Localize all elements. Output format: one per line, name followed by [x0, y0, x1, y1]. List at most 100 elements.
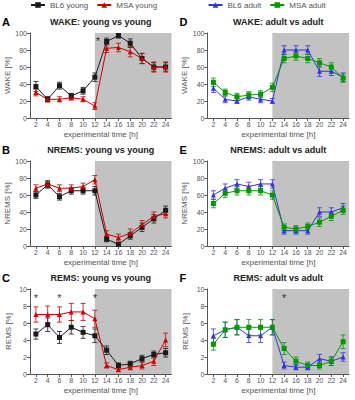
- svg-text:2: 2: [211, 121, 215, 128]
- svg-text:4: 4: [201, 337, 205, 344]
- svg-text:24: 24: [162, 249, 170, 256]
- svg-text:0: 0: [23, 243, 27, 250]
- svg-text:10: 10: [257, 377, 265, 384]
- svg-text:20: 20: [138, 121, 146, 128]
- svg-text:18: 18: [126, 121, 134, 128]
- svg-text:100: 100: [193, 30, 205, 37]
- svg-text:10: 10: [19, 286, 27, 293]
- svg-text:14: 14: [280, 121, 288, 128]
- svg-text:REMS: adult vs adult: REMS: adult vs adult: [233, 273, 323, 283]
- svg-text:experimental time [h]: experimental time [h]: [241, 130, 315, 139]
- svg-text:16: 16: [115, 249, 123, 256]
- svg-text:*: *: [282, 292, 287, 304]
- svg-text:REMS [%]: REMS [%]: [4, 313, 13, 350]
- svg-text:14: 14: [280, 249, 288, 256]
- svg-text:60: 60: [197, 64, 205, 71]
- svg-text:14: 14: [103, 121, 111, 128]
- svg-text:8: 8: [247, 121, 251, 128]
- svg-text:2: 2: [34, 377, 38, 384]
- svg-text:18: 18: [126, 377, 134, 384]
- svg-text:24: 24: [339, 377, 347, 384]
- svg-text:D: D: [180, 16, 188, 28]
- svg-text:6: 6: [235, 121, 239, 128]
- svg-text:experimental time [h]: experimental time [h]: [64, 386, 138, 395]
- svg-text:6: 6: [201, 320, 205, 327]
- svg-text:100: 100: [193, 158, 205, 165]
- svg-text:18: 18: [304, 377, 312, 384]
- svg-text:NREMS [%]: NREMS [%]: [180, 182, 189, 225]
- svg-text:16: 16: [292, 121, 300, 128]
- svg-text:22: 22: [327, 121, 335, 128]
- svg-text:20: 20: [316, 249, 324, 256]
- svg-text:24: 24: [339, 121, 347, 128]
- svg-text:4: 4: [223, 249, 227, 256]
- svg-text:A: A: [2, 16, 10, 28]
- svg-text:18: 18: [304, 121, 312, 128]
- svg-text:20: 20: [19, 226, 27, 233]
- svg-text:2: 2: [34, 121, 38, 128]
- svg-text:10: 10: [257, 121, 265, 128]
- svg-text:12: 12: [91, 249, 99, 256]
- svg-text:10: 10: [79, 121, 87, 128]
- svg-text:0: 0: [23, 371, 27, 378]
- svg-text:40: 40: [197, 81, 205, 88]
- svg-text:BL6 adult: BL6 adult: [228, 1, 263, 10]
- svg-text:WAKE: adult vs adult: WAKE: adult vs adult: [233, 17, 324, 27]
- svg-text:80: 80: [197, 47, 205, 54]
- svg-text:20: 20: [316, 377, 324, 384]
- svg-text:100: 100: [15, 30, 27, 37]
- svg-text:12: 12: [268, 121, 276, 128]
- svg-text:F: F: [180, 272, 187, 284]
- svg-text:40: 40: [19, 81, 27, 88]
- svg-text:18: 18: [126, 249, 134, 256]
- svg-text:B: B: [2, 144, 10, 156]
- svg-text:8: 8: [201, 303, 205, 310]
- svg-text:80: 80: [19, 47, 27, 54]
- svg-text:20: 20: [19, 98, 27, 105]
- svg-text:6: 6: [235, 377, 239, 384]
- svg-text:80: 80: [19, 175, 27, 182]
- svg-text:16: 16: [115, 121, 123, 128]
- svg-text:8: 8: [69, 249, 73, 256]
- svg-text:*: *: [34, 292, 39, 304]
- svg-text:experimental time [h]: experimental time [h]: [241, 258, 315, 267]
- svg-text:4: 4: [46, 249, 50, 256]
- svg-text:22: 22: [150, 377, 158, 384]
- svg-text:4: 4: [223, 377, 227, 384]
- svg-text:20: 20: [197, 98, 205, 105]
- svg-text:8: 8: [247, 377, 251, 384]
- svg-text:experimental time [h]: experimental time [h]: [64, 258, 138, 267]
- svg-text:24: 24: [339, 249, 347, 256]
- svg-text:6: 6: [58, 121, 62, 128]
- svg-text:NREMS: young vs young: NREMS: young vs young: [47, 145, 154, 155]
- svg-text:24: 24: [162, 377, 170, 384]
- svg-text:12: 12: [268, 377, 276, 384]
- svg-text:6: 6: [23, 320, 27, 327]
- svg-text:12: 12: [91, 377, 99, 384]
- svg-text:C: C: [2, 272, 10, 284]
- svg-text:experimental time [h]: experimental time [h]: [241, 386, 315, 395]
- svg-text:12: 12: [268, 249, 276, 256]
- svg-text:10: 10: [197, 286, 205, 293]
- svg-text:14: 14: [280, 377, 288, 384]
- svg-text:4: 4: [46, 377, 50, 384]
- svg-text:*: *: [57, 292, 62, 304]
- svg-text:60: 60: [19, 192, 27, 199]
- svg-text:6: 6: [235, 249, 239, 256]
- svg-text:4: 4: [223, 121, 227, 128]
- svg-text:22: 22: [150, 121, 158, 128]
- svg-text:REMS: young vs young: REMS: young vs young: [50, 273, 151, 283]
- svg-text:60: 60: [197, 192, 205, 199]
- svg-text:10: 10: [79, 249, 87, 256]
- svg-text:E: E: [180, 144, 187, 156]
- svg-text:2: 2: [201, 354, 205, 361]
- svg-text:10: 10: [257, 249, 265, 256]
- svg-text:6: 6: [58, 249, 62, 256]
- svg-text:0: 0: [23, 115, 27, 122]
- svg-text:22: 22: [150, 249, 158, 256]
- svg-text:14: 14: [103, 377, 111, 384]
- svg-text:16: 16: [292, 249, 300, 256]
- svg-text:40: 40: [197, 209, 205, 216]
- svg-text:experimental time [h]: experimental time [h]: [64, 130, 138, 139]
- svg-text:*: *: [96, 35, 101, 47]
